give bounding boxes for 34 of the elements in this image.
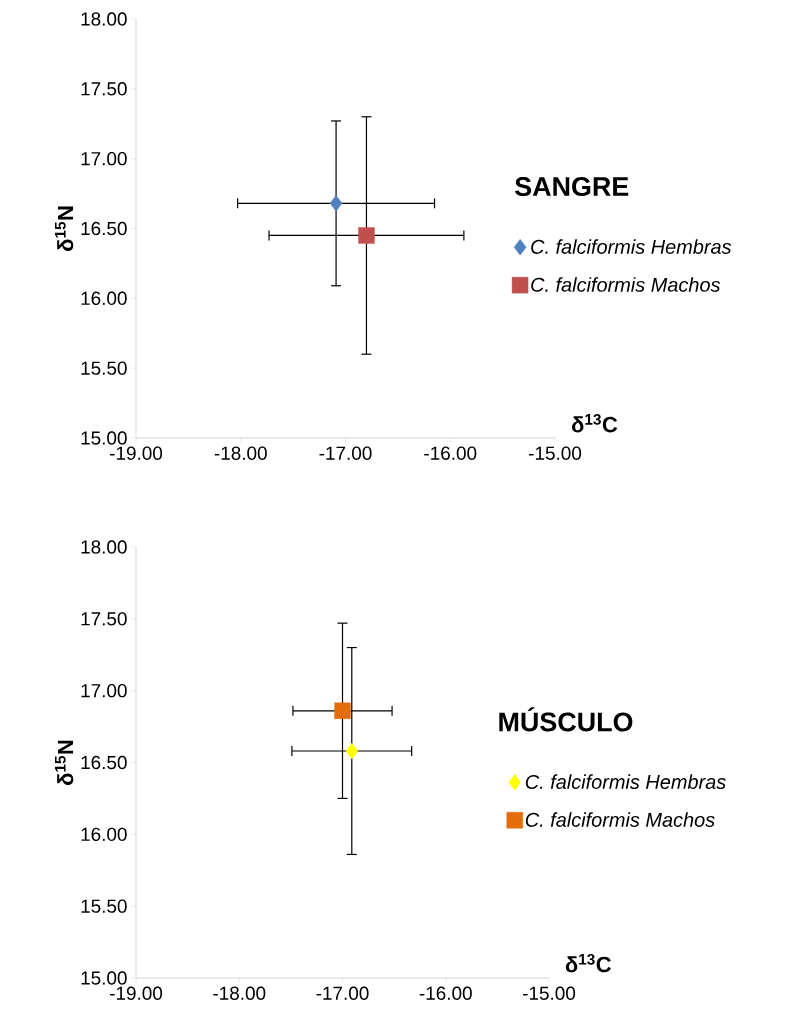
y-axis-title: δ$^{15}$N: [55, 206, 74, 251]
y-tick-label: 15.00: [81, 971, 127, 985]
y-tick-label: 17.00: [81, 151, 127, 166]
x-tick-label: -19.00: [110, 986, 163, 1000]
x-tick-label: -18.00: [213, 986, 266, 1000]
y-tick-label: 16.50: [81, 755, 127, 770]
text: MÚSCULO: [499, 707, 633, 732]
x-tick-label: -18.00: [214, 446, 267, 460]
x-tick-label: -19.00: [110, 446, 163, 460]
legend-label: C. falciformis Machos: [531, 277, 721, 292]
y-tick-label: 15.50: [81, 899, 127, 913]
y-tick-label: 16.00: [81, 291, 127, 306]
legend-label: C. falciformis Hembras: [531, 239, 732, 254]
legend-label: C. falciformis Machos: [525, 812, 715, 827]
x-tick-label: -16.00: [419, 986, 472, 1000]
y-tick-label: 18.00: [81, 12, 127, 26]
x-axis-title: δ$^{13}$C: [572, 413, 618, 433]
text: SANGRE: [515, 177, 629, 197]
x-tick-label: -17.00: [316, 986, 369, 1000]
y-tick-label: 15.00: [81, 431, 127, 445]
y-tick-label: 15.50: [81, 361, 127, 375]
x-axis-title: δ$^{13}$C: [565, 953, 611, 973]
y-axis-title: δ$^{15}$N: [55, 740, 74, 785]
x-tick-label: -15.00: [523, 986, 576, 1000]
x-tick-label: -16.00: [424, 446, 477, 460]
y-tick-label: 17.50: [81, 82, 127, 96]
y-tick-label: 17.00: [81, 683, 127, 698]
y-tick-label: 17.50: [81, 612, 127, 626]
y-tick-label: 16.50: [81, 221, 127, 236]
x-tick-label: -17.00: [319, 446, 372, 460]
y-tick-label: 16.00: [81, 827, 127, 842]
y-tick-label: 18.00: [81, 540, 127, 554]
legend-label: C. falciformis Hembras: [525, 774, 726, 789]
x-tick-label: -15.00: [529, 446, 582, 460]
